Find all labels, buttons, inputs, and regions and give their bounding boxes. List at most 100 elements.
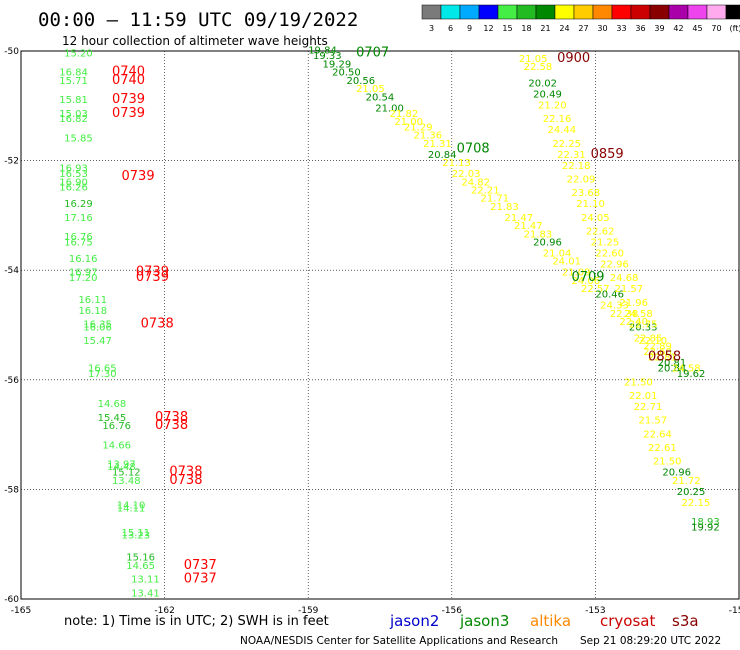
- pass-time-label: 0739: [122, 169, 155, 184]
- swh-value: 22.57: [581, 284, 610, 295]
- swh-value: 21.50: [624, 377, 653, 388]
- color-swatch: [725, 4, 740, 20]
- grid-lines: [21, 51, 739, 599]
- swh-value: 15.03: [59, 109, 88, 120]
- swh-value: 22.60: [643, 347, 672, 358]
- y-tick-label: -56: [4, 376, 19, 386]
- pass-time-label: 0739: [136, 270, 169, 285]
- color-swatch: [706, 4, 727, 20]
- swh-value: 15.12: [112, 468, 141, 479]
- swh-value: 21.71: [481, 194, 510, 205]
- x-tick-label: -162: [154, 606, 174, 616]
- swh-value: 20.25: [677, 487, 706, 498]
- credit-text: NOAA/NESDIS Center for Satellite Applica…: [240, 635, 558, 647]
- color-swatch: [459, 4, 480, 20]
- pass-time-label: 0738: [169, 473, 202, 488]
- swh-value: 20.02: [528, 79, 557, 90]
- swh-value: 22.62: [586, 227, 615, 238]
- mission-legend-s3a: s3a: [672, 612, 699, 630]
- color-swatch: [630, 4, 651, 20]
- swh-value: 17.20: [69, 273, 98, 284]
- swh-value: 22.61: [648, 443, 677, 454]
- swh-value: 14.10: [117, 501, 146, 512]
- swh-value: 16.11: [78, 295, 107, 306]
- pass-time-label: 0738: [141, 317, 174, 332]
- swh-value: 21.31: [423, 139, 452, 150]
- color-tick-label: 12: [483, 24, 493, 33]
- pass-time-label: 0737: [184, 572, 217, 587]
- color-swatch: [535, 4, 556, 20]
- mission-legend: jason2 jason3 altika cryosat s3a: [389, 612, 699, 630]
- swh-value: 22.60: [595, 249, 624, 260]
- swh-value: 22.15: [682, 498, 711, 509]
- swh-value: 22.58: [524, 62, 553, 73]
- pass-time-label: 0739: [112, 92, 145, 107]
- y-tick-label: -50: [4, 47, 19, 57]
- swh-value: 15.20: [64, 48, 93, 59]
- color-tick-label: 24: [559, 24, 569, 33]
- color-swatch: [687, 4, 708, 20]
- swh-value: 13.41: [131, 588, 160, 599]
- swh-value: 22.16: [543, 114, 572, 125]
- mission-legend-altika: altika: [530, 612, 571, 630]
- swh-value: 21.29: [404, 122, 433, 133]
- pass-time-label: 0858: [648, 350, 681, 365]
- color-tick-label: 9: [467, 24, 472, 33]
- swh-value: 16.93: [59, 164, 88, 175]
- color-swatch: [592, 4, 613, 20]
- swh-value: 14.68: [98, 399, 127, 410]
- swh-value: 24.44: [548, 125, 577, 136]
- swh-value: 24.33: [600, 301, 629, 312]
- swh-value: 21.13: [442, 158, 471, 169]
- swh-value: 16.76: [102, 421, 131, 432]
- swh-value: 13.48: [112, 476, 141, 487]
- swh-value: 16.82: [59, 114, 88, 125]
- pass-time-label: 0738: [155, 410, 188, 425]
- swh-value: 19.84: [308, 46, 337, 57]
- swh-value: 22.21: [471, 185, 500, 196]
- swh-value: 21.57: [615, 284, 644, 295]
- swh-value: 22.09: [567, 175, 596, 186]
- footer-note: note: 1) Time is in UTC; 2) SWH is in fe…: [64, 614, 329, 629]
- swh-value: 22.18: [562, 161, 591, 172]
- swh-value: 21.57: [638, 416, 667, 427]
- pass-time-label: 0740: [112, 73, 145, 88]
- swh-value: 21.05: [356, 84, 385, 95]
- swh-value: 14.11: [117, 503, 146, 514]
- y-tick-label: -58: [4, 485, 19, 495]
- swh-value: 20.50: [332, 68, 361, 79]
- swh-value: 16.26: [59, 183, 88, 194]
- swh-value: 24.05: [581, 213, 610, 224]
- color-tick-label: 15: [502, 24, 512, 33]
- swh-value: 18.93: [691, 517, 720, 528]
- swh-value: 22.25: [552, 139, 581, 150]
- swh-value: 22.96: [600, 259, 629, 270]
- swh-value: 20.46: [595, 290, 624, 301]
- swh-value: 21.96: [619, 298, 648, 309]
- swh-value: 21.05: [519, 54, 548, 65]
- pass-time-label: 0738: [169, 465, 202, 480]
- color-swatch: [440, 4, 461, 20]
- swh-value: 20.84: [658, 364, 687, 375]
- swh-value: 15.47: [83, 336, 112, 347]
- color-tick-label: 3: [429, 24, 434, 33]
- swh-value: 23.68: [571, 188, 600, 199]
- swh-value: 16.29: [64, 199, 93, 210]
- swh-value: 19.29: [323, 59, 352, 70]
- swh-value: 21.04: [543, 249, 572, 260]
- color-tick-label: 30: [597, 24, 607, 33]
- swh-value: 19.33: [313, 51, 342, 62]
- swh-value: 16.18: [78, 306, 107, 317]
- swh-value: 21.82: [390, 109, 419, 120]
- swh-value: 20.56: [346, 76, 375, 87]
- x-tick-label: -153: [585, 606, 605, 616]
- swh-value: 24.01: [552, 257, 581, 268]
- swh-value: 20.81: [658, 358, 687, 369]
- swh-value: 20.49: [533, 90, 562, 101]
- swh-value: 21.47: [504, 213, 533, 224]
- y-tick-label: -52: [4, 157, 19, 167]
- pass-time-label: 0709: [571, 270, 604, 285]
- x-tick-label: -159: [298, 606, 319, 616]
